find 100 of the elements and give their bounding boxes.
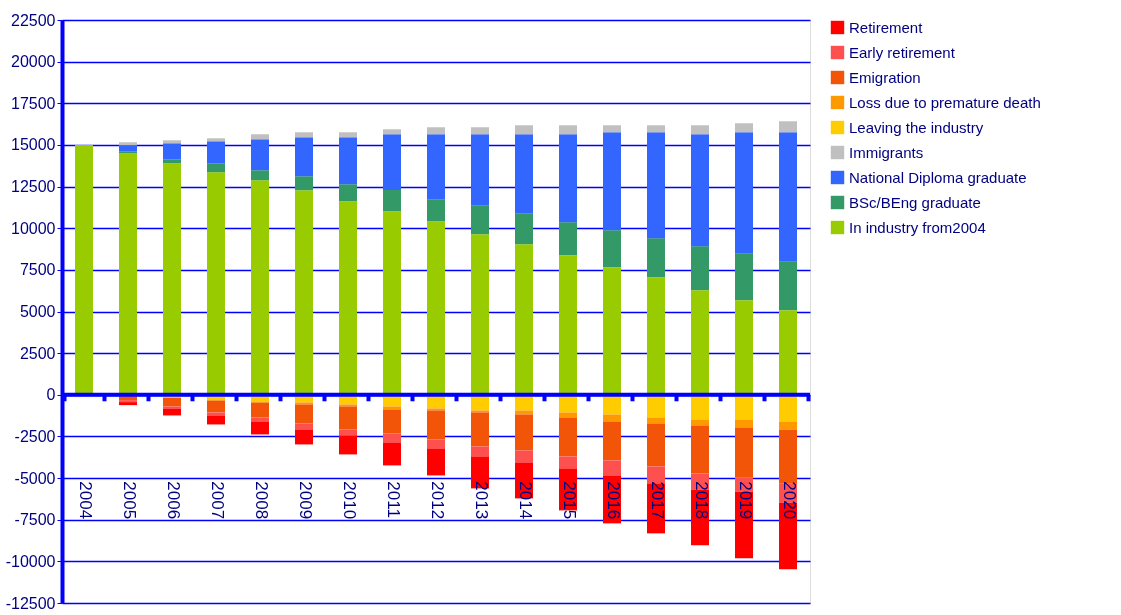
bar xyxy=(691,134,709,247)
bar xyxy=(383,409,401,434)
bar xyxy=(559,255,577,395)
bar xyxy=(515,125,533,135)
bar xyxy=(471,234,489,395)
bar xyxy=(163,408,181,416)
bar xyxy=(119,142,137,146)
bar xyxy=(647,132,665,239)
y-tick-label: -10000 xyxy=(5,552,56,570)
bar xyxy=(295,132,313,138)
bar xyxy=(559,412,577,418)
bar xyxy=(603,132,621,231)
bar xyxy=(515,410,533,415)
x-tick-label: 2008 xyxy=(251,481,271,520)
bar xyxy=(647,417,665,424)
bar xyxy=(559,134,577,223)
bar xyxy=(603,421,621,461)
bar xyxy=(559,456,577,469)
bar xyxy=(515,134,533,214)
bar xyxy=(339,184,357,202)
bar xyxy=(515,450,533,463)
bar xyxy=(779,394,797,422)
bar xyxy=(207,412,225,416)
y-tick-label: 0 xyxy=(46,386,56,404)
bar xyxy=(251,134,269,140)
y-tick-label: -2500 xyxy=(14,427,56,445)
bar xyxy=(163,140,181,144)
legend-label: Emigration xyxy=(849,68,921,86)
bar xyxy=(383,433,401,443)
bar xyxy=(515,414,533,451)
bar xyxy=(559,222,577,256)
x-tick-label: 2014 xyxy=(515,481,535,520)
y-tick-label: 22500 xyxy=(11,11,56,29)
bar xyxy=(779,421,797,430)
bar xyxy=(427,448,445,476)
legend-label: Retirement xyxy=(849,18,924,36)
bar xyxy=(427,127,445,135)
bar xyxy=(603,460,621,476)
bar xyxy=(735,253,753,301)
x-tick-label: 2017 xyxy=(647,481,667,520)
bar xyxy=(207,141,225,164)
x-tick-label: 2007 xyxy=(207,481,227,520)
bar xyxy=(471,446,489,457)
bar xyxy=(559,125,577,135)
x-tick-label: 2020 xyxy=(779,481,799,520)
bar xyxy=(339,429,357,436)
bar xyxy=(339,132,357,138)
bar xyxy=(383,442,401,466)
bar xyxy=(559,417,577,457)
bar xyxy=(295,176,313,191)
legend-label: National Diploma graduate xyxy=(849,168,1027,186)
x-tick-label: 2016 xyxy=(603,481,623,520)
y-tick-label: -5000 xyxy=(14,469,56,487)
bar xyxy=(603,414,621,422)
bar xyxy=(427,410,445,440)
x-tick-label: 2004 xyxy=(75,481,95,520)
bar xyxy=(163,143,181,160)
bar xyxy=(735,132,753,254)
y-tick-label: -7500 xyxy=(14,511,56,529)
bar xyxy=(295,404,313,424)
bar xyxy=(691,290,709,395)
legend-label: Immigrants xyxy=(849,143,924,161)
bar xyxy=(295,429,313,445)
bar xyxy=(603,267,621,395)
legend-label: Loss due to premature death xyxy=(849,93,1041,111)
bar xyxy=(207,163,225,173)
bar xyxy=(251,139,269,171)
bar xyxy=(295,423,313,430)
x-tick-label: 2012 xyxy=(427,481,447,520)
bar xyxy=(339,435,357,455)
bar xyxy=(779,132,797,262)
bar xyxy=(735,300,753,395)
bar xyxy=(427,408,445,411)
bar xyxy=(779,429,797,484)
bar xyxy=(119,151,137,154)
bar xyxy=(383,134,401,190)
x-tick-label: 2013 xyxy=(471,481,491,520)
x-tick-label: 2009 xyxy=(295,481,315,520)
bar xyxy=(735,123,753,133)
y-tick-label: 17500 xyxy=(11,94,56,112)
bar xyxy=(647,125,665,133)
bar xyxy=(383,189,401,212)
y-tick-label: 10000 xyxy=(11,219,56,237)
x-tick-label: 2005 xyxy=(119,481,139,520)
bar xyxy=(471,134,489,206)
bar xyxy=(75,144,93,395)
y-tick-label: 20000 xyxy=(11,53,56,71)
x-tick-label: 2011 xyxy=(383,481,403,518)
bar xyxy=(735,419,753,428)
y-tick-label: 7500 xyxy=(19,261,56,279)
legend-label: Early retirement xyxy=(849,43,956,61)
bar xyxy=(163,397,181,407)
bar xyxy=(691,125,709,135)
bar xyxy=(427,134,445,200)
bar xyxy=(251,180,269,395)
bar xyxy=(383,129,401,135)
legend-label: BSc/BEng graduate xyxy=(849,193,981,211)
bar xyxy=(339,201,357,395)
y-tick-label: -12500 xyxy=(5,594,56,612)
bar xyxy=(471,127,489,135)
